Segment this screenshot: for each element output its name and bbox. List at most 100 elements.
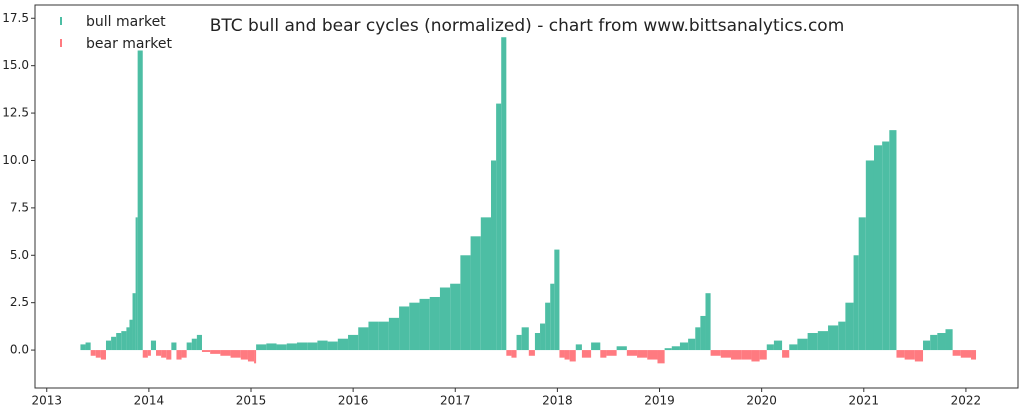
bar [521, 327, 529, 351]
bar [135, 217, 138, 351]
bar [657, 350, 665, 364]
legend-marker [60, 17, 62, 25]
bar [419, 298, 430, 351]
bar [600, 350, 607, 358]
bar [773, 340, 783, 351]
bar [137, 50, 143, 351]
bar [480, 217, 492, 351]
bar [960, 350, 972, 358]
bar [550, 283, 555, 351]
bar [132, 293, 136, 351]
bar [230, 350, 241, 358]
plot-frame [34, 4, 1019, 389]
bar [286, 343, 297, 351]
bar [581, 350, 592, 358]
bar [845, 302, 854, 351]
y-tick-label: 10.0 [2, 153, 29, 167]
bar [889, 130, 897, 351]
bar [409, 302, 420, 351]
bar [700, 315, 706, 351]
bar [569, 350, 576, 362]
bar [496, 103, 502, 351]
bar [838, 321, 846, 351]
bar [559, 350, 565, 358]
x-tick-label: 2018 [542, 394, 573, 408]
legend-marker [60, 39, 62, 47]
bar [952, 350, 961, 356]
bar [741, 350, 752, 360]
bar [210, 350, 221, 354]
bar [807, 333, 818, 351]
bar [358, 327, 369, 351]
bar [121, 331, 127, 351]
bar [506, 350, 512, 356]
x-tick-label: 2017 [440, 394, 471, 408]
x-tick-label: 2020 [746, 394, 777, 408]
bar [637, 350, 648, 358]
bar [327, 341, 338, 351]
bar [337, 338, 349, 351]
y-tick-label: 0.0 [10, 343, 29, 357]
bar [142, 350, 148, 358]
bar [626, 350, 638, 356]
bar [95, 350, 101, 358]
x-tick-label: 2016 [338, 394, 369, 408]
bar [904, 350, 915, 360]
bar [516, 334, 522, 351]
bar [731, 350, 742, 360]
bar [105, 340, 112, 351]
bar [528, 350, 535, 356]
bar [545, 302, 551, 351]
bar [914, 350, 924, 362]
bar [317, 340, 328, 351]
x-tick-label: 2015 [236, 394, 267, 408]
y-tick-label: 12.5 [2, 106, 29, 120]
bar [276, 344, 287, 351]
bar [90, 350, 96, 356]
bar [156, 350, 162, 356]
bar [695, 327, 701, 351]
bar [688, 338, 696, 351]
bar [945, 329, 953, 351]
bar [266, 343, 277, 351]
y-tick-label: 5.0 [10, 248, 29, 262]
bar [296, 342, 308, 351]
bar [930, 334, 938, 351]
bar [307, 342, 318, 351]
bar [196, 334, 202, 351]
bar [470, 236, 481, 351]
bar [254, 350, 257, 364]
bar [491, 160, 497, 351]
legend-label: bear market [86, 36, 172, 52]
bar [647, 350, 658, 360]
bar [181, 350, 187, 358]
bar [534, 333, 541, 351]
bar [378, 321, 389, 351]
bar [759, 350, 767, 360]
bar [817, 331, 829, 351]
bar [511, 350, 517, 358]
bar [664, 348, 672, 351]
x-tick-label: 2022 [951, 394, 982, 408]
bar [858, 217, 866, 351]
bar [591, 342, 601, 351]
bar [176, 350, 182, 360]
bar [865, 160, 874, 351]
bar [450, 283, 461, 351]
bar [100, 350, 106, 360]
bar [80, 344, 86, 351]
bar [797, 338, 808, 351]
bar [460, 255, 471, 351]
bar [429, 296, 440, 351]
bar [186, 342, 192, 351]
bar [388, 317, 400, 351]
bar [399, 306, 410, 351]
bar [439, 287, 451, 351]
bar [201, 350, 211, 352]
x-tick-label: 2013 [31, 394, 62, 408]
bar [766, 344, 774, 351]
bar [111, 336, 117, 351]
bar [873, 145, 883, 351]
y-tick-label: 17.5 [2, 11, 29, 25]
bar [116, 333, 122, 351]
